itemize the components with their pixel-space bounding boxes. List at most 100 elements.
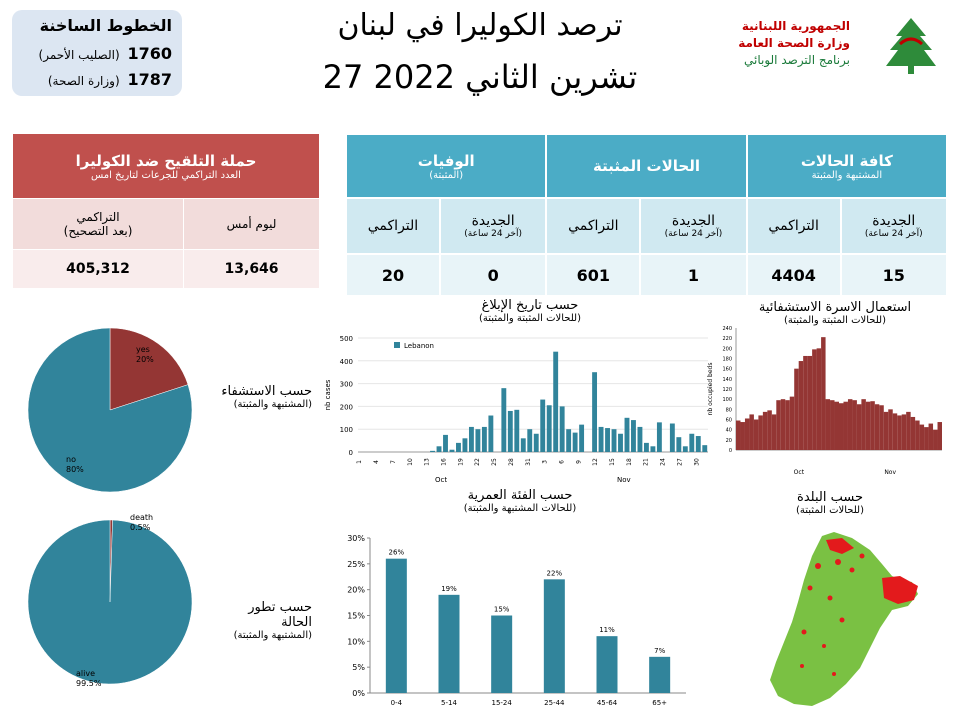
col-cumulative: التراكمي: [545, 197, 642, 255]
map-point: [835, 559, 841, 565]
map-point: [800, 664, 804, 668]
bar: [852, 400, 857, 450]
y-tick-label: 240: [722, 326, 732, 332]
bar: [821, 337, 826, 450]
bar: [449, 449, 455, 452]
bar: [807, 355, 813, 450]
col-cumulative: التراكمي (بعد التصحيح): [11, 198, 185, 250]
col-cumulative: التراكمي: [345, 197, 441, 255]
bar: [915, 420, 920, 450]
all-new-value: 15: [839, 253, 949, 297]
logo-line-republic: الجمهورية اللبنانية: [741, 19, 850, 33]
y-tick-label: 60: [726, 418, 732, 424]
x-tick-label: 4: [373, 460, 380, 464]
pie-value: 80%: [66, 465, 84, 474]
logo-line-program: برنامج الترصد الوبائي: [743, 53, 850, 67]
bar: [874, 404, 880, 450]
bar: [865, 401, 871, 450]
y-tick-label: 120: [722, 387, 732, 393]
confirmed-new-value: 1: [639, 253, 748, 297]
bar: [762, 411, 768, 450]
bar: [834, 401, 839, 450]
group-all-cases: كافة الحالات المشتبهة والمثبتة: [745, 133, 949, 199]
bar: [579, 424, 585, 452]
x-tick-label: 31: [525, 458, 532, 466]
caption-title: حسب الاستشفاء: [221, 384, 312, 399]
bar: [901, 414, 907, 450]
pie-label: no: [66, 455, 76, 464]
x-tick-label: 21: [643, 458, 650, 466]
bar: [702, 445, 708, 452]
y-tick-label: 80: [726, 407, 732, 413]
vaccination-table: حملة التلقيح ضد الكوليرا العدد التراكمي …: [11, 133, 320, 289]
bar: [649, 656, 671, 693]
bar: [611, 429, 617, 452]
y-tick-label: 200: [340, 403, 353, 411]
col-cum-label: التراكمي: [367, 218, 419, 234]
x-tick-label: 10: [407, 458, 414, 466]
bar: [553, 351, 559, 452]
bar: [669, 423, 675, 452]
data-label: 15%: [494, 606, 510, 614]
caption-age-group: حسب الفئة العمرية (للحالات المشتبهة والم…: [430, 488, 610, 514]
bar: [843, 401, 848, 450]
caption-title: حسب الفئة العمرية: [467, 488, 573, 503]
bar: [798, 361, 804, 450]
bar: [695, 436, 701, 452]
ministry-logo-text: الجمهورية اللبنانية وزارة الصحة العامة ب…: [738, 18, 850, 69]
bar: [839, 403, 844, 450]
hotline-label: (وزارة الصحة): [47, 74, 120, 88]
bar: [937, 422, 942, 450]
bar: [650, 446, 656, 452]
bar: [546, 405, 552, 452]
x-tick-label: 5-14: [441, 699, 457, 707]
deaths-cum-value: 20: [345, 253, 441, 297]
bar: [682, 446, 688, 452]
bar: [744, 418, 750, 450]
pie-label: alive: [76, 669, 95, 678]
col-new: الجديدة (آخر 24 ساعة): [639, 197, 748, 255]
group-title: كافة الحالات: [800, 151, 893, 170]
bar: [572, 432, 578, 452]
caption-town: حسب البلدة (للحالات المثبتة): [760, 490, 900, 516]
group-title: الحالات المثبتة: [593, 157, 701, 175]
bar: [514, 409, 520, 452]
caption-hospitalization: حسب الاستشفاء (المشتبهة والمثبتة): [200, 384, 312, 410]
map-point: [859, 553, 865, 559]
x-tick-label: 3: [542, 460, 549, 464]
bar: [803, 355, 808, 450]
caption-subtitle: (المشتبهة والمثبتة): [233, 630, 312, 641]
hotline-row-moph: (وزارة الصحة) 1787: [48, 70, 172, 89]
group-deaths: الوفيات (المثبتة): [344, 133, 548, 199]
caption-title: استعمال الاسرة الاستشفائية: [758, 300, 912, 315]
bar: [592, 372, 598, 452]
x-tick-label: 6: [558, 460, 565, 464]
col-cumulative-label: التراكمي: [76, 210, 120, 224]
col-new: الجديدة (آخر 24 ساعة): [839, 197, 949, 255]
bar: [462, 438, 468, 452]
x-tick-label: 28: [508, 458, 515, 466]
col-cum-label: التراكمي: [768, 218, 819, 234]
x-tick-label: 0-4: [391, 699, 403, 707]
y-tick-label: 500: [340, 335, 353, 343]
caption-title-2: الحالة: [281, 615, 312, 630]
month-label: Nov: [884, 469, 896, 476]
hotline-number: 1760: [127, 44, 172, 63]
hotline-number: 1787: [127, 70, 172, 89]
caption-title: حسب تطور: [248, 600, 312, 615]
month-label: Nov: [617, 476, 631, 484]
hotline-box: الخطوط الساخنة (الصليب الأحمر) 1760 (وزا…: [12, 10, 182, 96]
page-date: 27 تشرين الثاني 2022: [322, 58, 638, 96]
bar: [892, 413, 898, 450]
bar: [767, 410, 772, 450]
bar: [501, 388, 507, 452]
caption-title: حسب البلدة: [797, 490, 863, 505]
x-tick-label: 18: [626, 458, 633, 466]
bar: [643, 442, 649, 452]
col-cum-label: التراكمي: [568, 218, 619, 234]
bar: [598, 426, 604, 452]
col-new-label: الجديدة: [671, 213, 716, 229]
group-subtitle: (المثبتة): [429, 169, 464, 181]
bar: [520, 438, 526, 452]
